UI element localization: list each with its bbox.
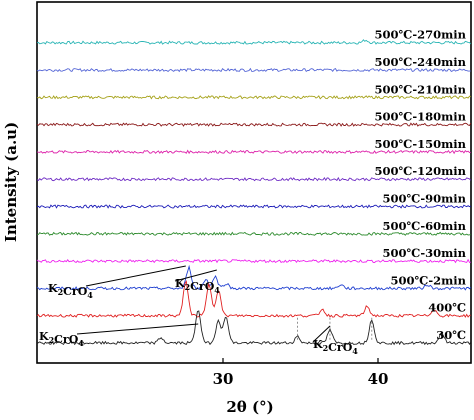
trace-line — [36, 67, 471, 73]
y-axis-label: Intensity (a.u) — [2, 122, 20, 242]
trace-group — [36, 39, 472, 346]
trace-label: 500℃-150min — [375, 137, 467, 151]
annotation-arrow — [76, 323, 199, 335]
trace-line — [36, 310, 472, 346]
peak-annotation: K2CrO4 — [39, 323, 199, 348]
peak-annotation: K2CrO4 — [312, 325, 358, 356]
x-tick-label: 30 — [213, 370, 234, 388]
trace-label: 30℃ — [436, 328, 466, 342]
annotation-label: K2CrO4 — [39, 330, 84, 348]
trace-line — [36, 204, 471, 209]
trace-label: 500℃-60min — [383, 219, 467, 233]
plot-frame — [36, 1, 472, 364]
x-tick-label: 40 — [368, 370, 389, 388]
trace-line — [36, 122, 472, 127]
trace-line — [36, 280, 471, 318]
annotation-label: K2CrO4 — [313, 338, 358, 356]
annotation-arrow — [312, 325, 331, 343]
trace-label: 500℃-30min — [383, 246, 467, 260]
trace-label: 500℃-2min — [391, 273, 467, 287]
trace-line — [36, 176, 472, 182]
x-tick-group: 30 40 — [213, 358, 389, 388]
peak-marker-group — [296, 317, 373, 341]
trace-label: 500℃-240min — [375, 55, 467, 69]
annotation-label: K2CrO4 — [48, 282, 93, 300]
trace-line — [36, 95, 471, 100]
trace-label: 500℃-120min — [375, 164, 467, 178]
annotation-arrow — [174, 269, 217, 282]
peak-annotation: K2CrO4 — [174, 269, 220, 295]
trace-line — [36, 39, 472, 45]
trace-line — [36, 258, 471, 264]
trace-label: 500℃-210min — [375, 82, 467, 96]
annotation-label: K2CrO4 — [175, 277, 220, 295]
annotation-arrow — [85, 265, 186, 287]
peak-annotation: K2CrO4 — [48, 265, 186, 300]
trace-line — [36, 231, 471, 236]
trace-label: 500℃-90min — [383, 192, 467, 206]
trace-label: 400℃ — [428, 301, 466, 315]
trace-line — [36, 149, 471, 155]
x-axis-label: 2θ (°) — [226, 398, 273, 416]
trace-label: 500℃-270min — [375, 28, 467, 42]
trace-label: 500℃-180min — [375, 110, 467, 124]
annotation-group: K2CrO4 K2CrO4 K2CrO4 K2CrO4 — [39, 265, 358, 356]
trace-label-group: 500℃-270min 500℃-240min 500℃-210min 500℃-18… — [375, 28, 467, 342]
trace-line — [36, 264, 472, 291]
